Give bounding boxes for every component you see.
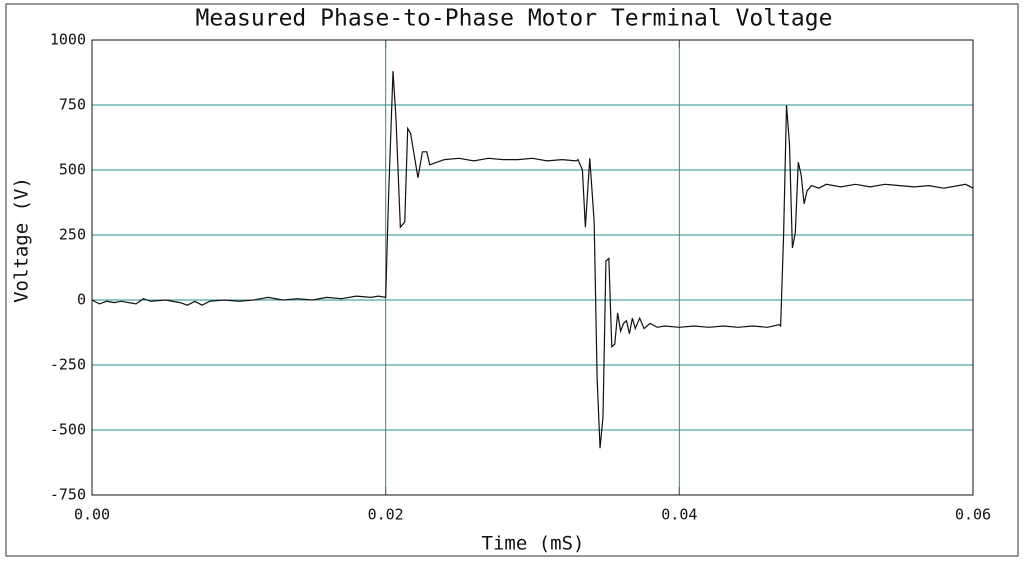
plot-area: [91, 39, 974, 496]
chart-title: Measured Phase-to-Phase Motor Terminal V…: [196, 6, 833, 32]
y-tick-label: 750: [59, 96, 86, 114]
x-axis-label: Time (mS): [482, 533, 585, 555]
y-axis-label: Voltage (V): [11, 177, 33, 303]
y-tick-label: 250: [59, 226, 86, 244]
x-tick-label: 0.02: [368, 506, 404, 524]
x-tick-label: 0.04: [661, 506, 697, 524]
y-tick-label: 500: [59, 161, 86, 179]
y-tick-label: -500: [50, 421, 86, 439]
y-tick-label: -750: [50, 486, 86, 504]
y-tick-label: 0: [77, 291, 86, 309]
y-tick-label: -250: [50, 356, 86, 374]
frame: [5, 3, 1019, 557]
voltage-line: [91, 71, 974, 449]
x-tick-label: 0.00: [74, 506, 110, 524]
y-tick-label: 1000: [50, 31, 86, 49]
x-tick-label: 0.06: [955, 506, 991, 524]
